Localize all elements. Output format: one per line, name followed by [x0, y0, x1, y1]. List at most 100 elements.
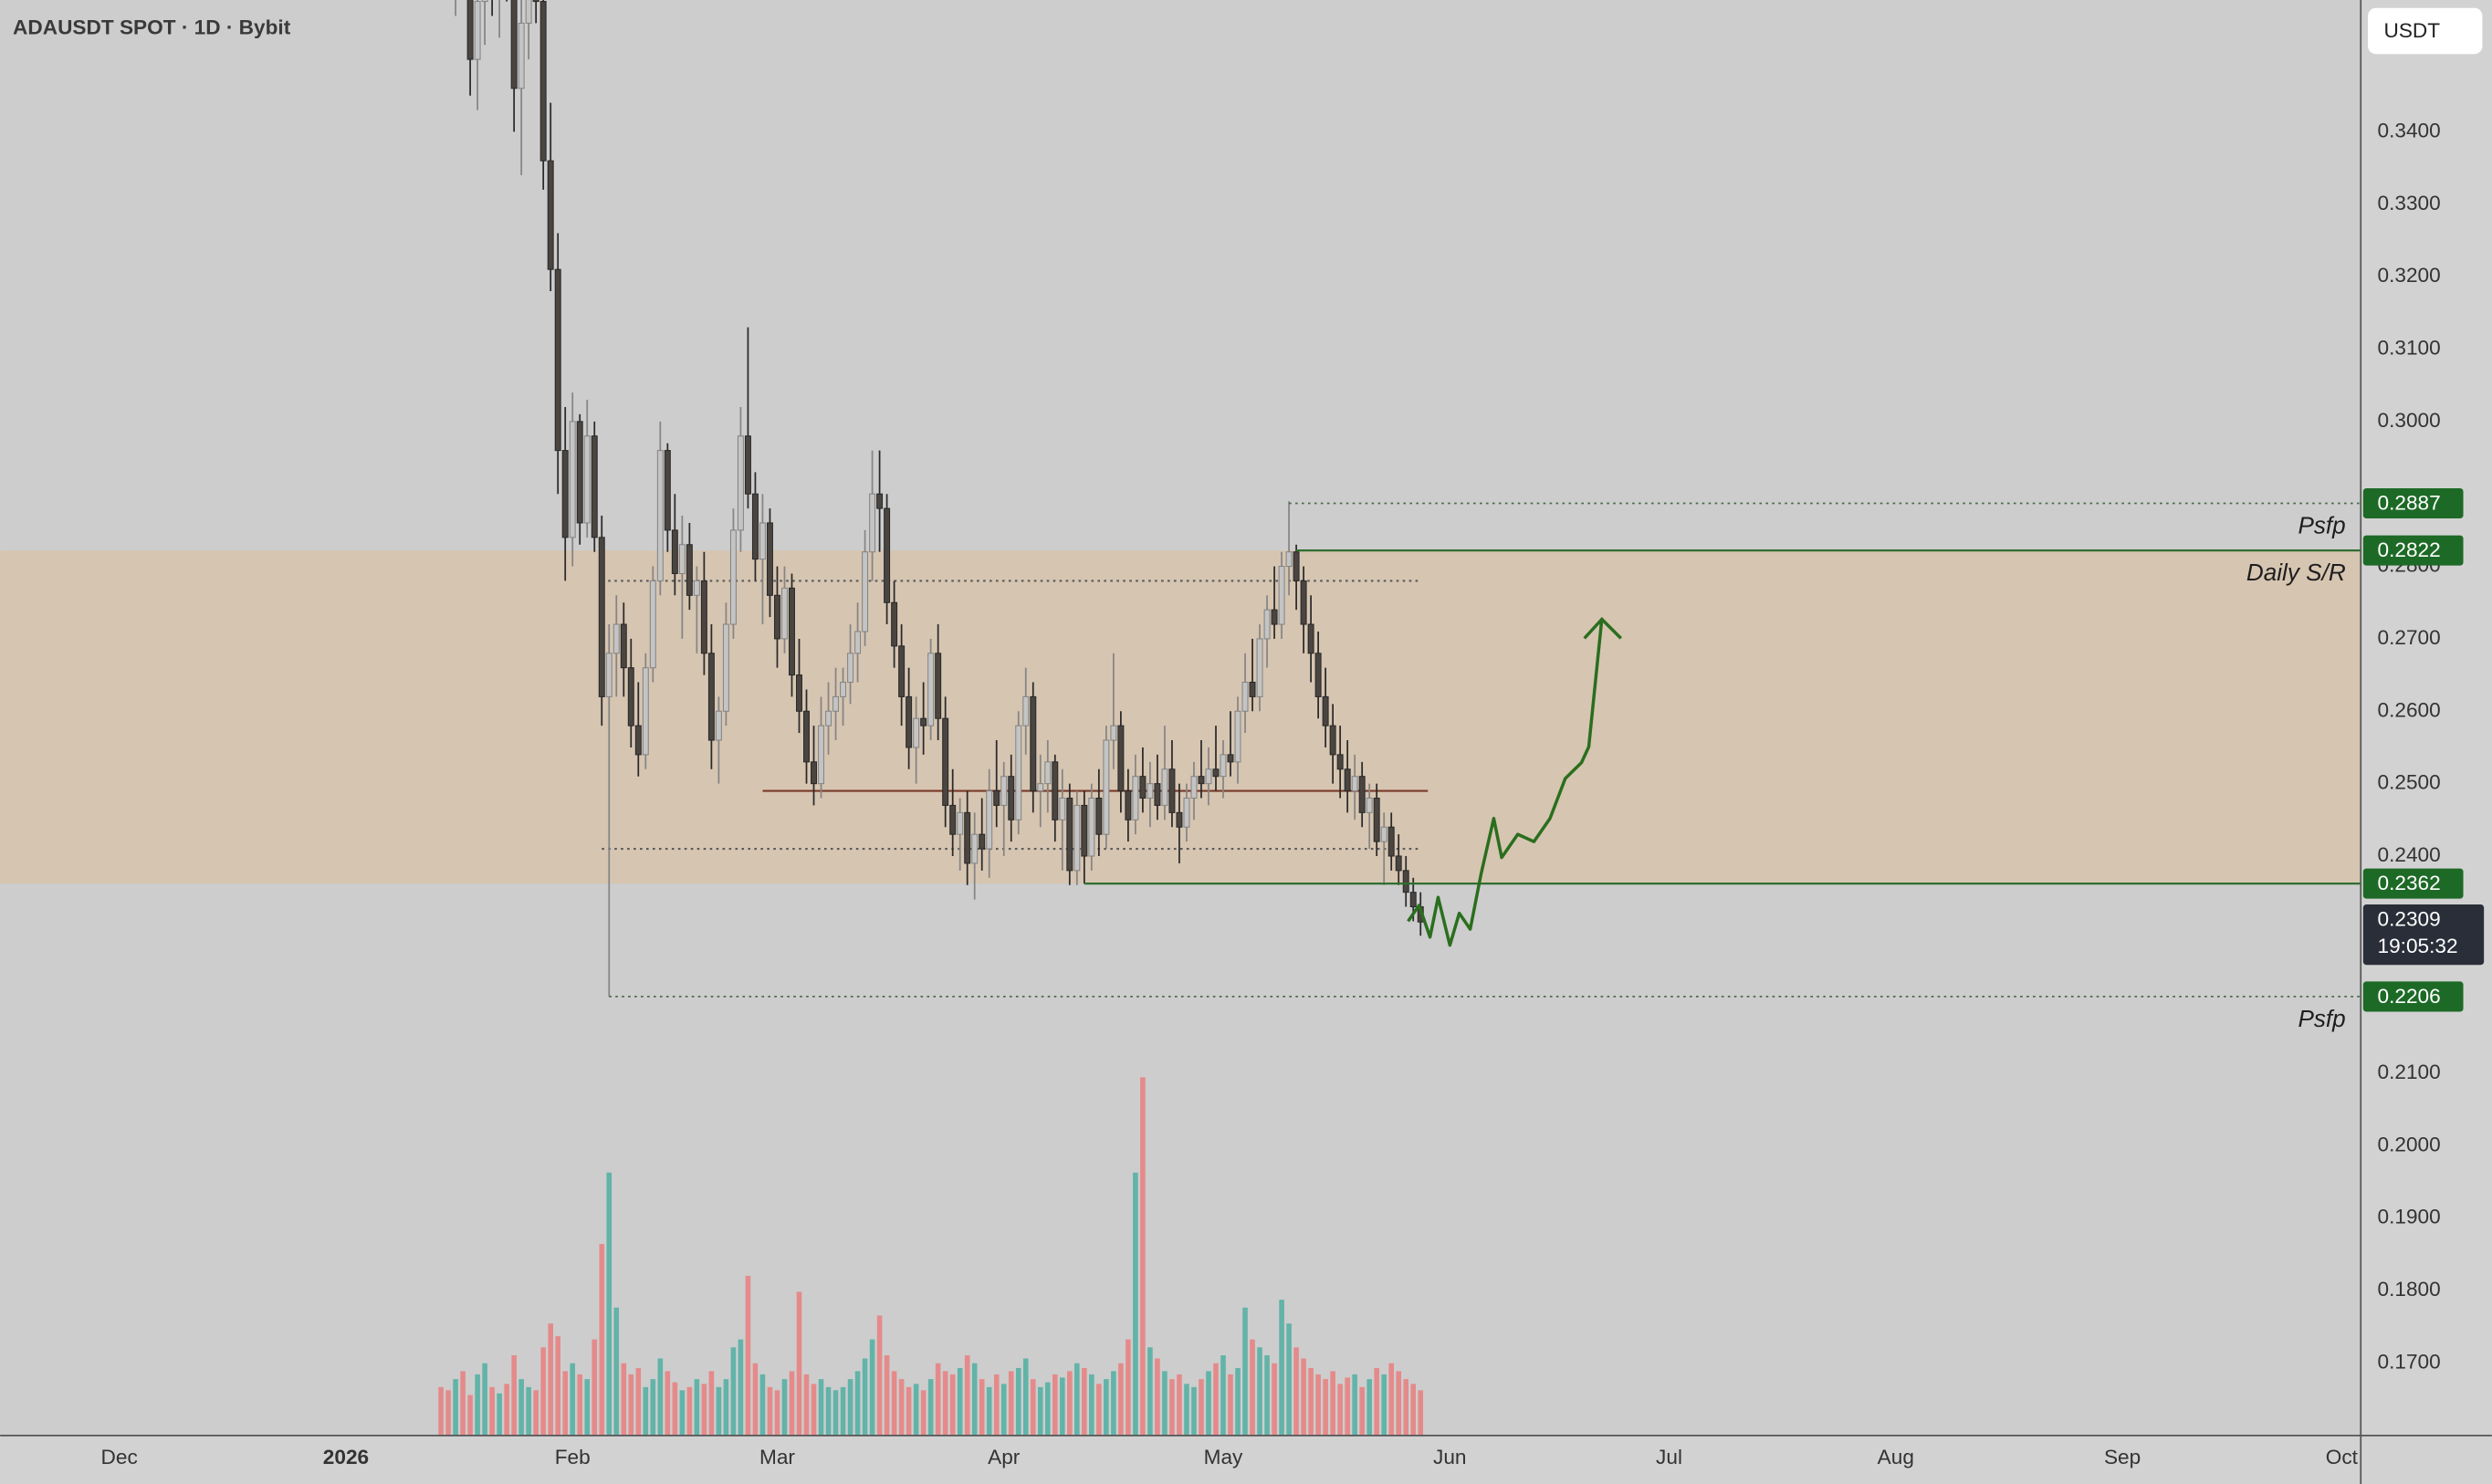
- x-tick-label: Jul: [1656, 1446, 1682, 1468]
- volume-bar: [1067, 1371, 1073, 1436]
- volume-bar: [686, 1386, 693, 1436]
- x-tick-label: Jun: [1433, 1446, 1466, 1468]
- volume-bar: [1257, 1347, 1262, 1436]
- y-tick-label: 0.1700: [2378, 1350, 2441, 1373]
- volume-bar: [1140, 1077, 1146, 1436]
- candle-body: [971, 833, 979, 864]
- candle-body: [466, 0, 474, 60]
- currency-label[interactable]: USDT: [2383, 19, 2440, 42]
- volume-bar: [643, 1386, 649, 1436]
- volume-bar: [497, 1393, 502, 1436]
- volume-bar: [832, 1390, 839, 1436]
- volume-bar: [708, 1371, 715, 1436]
- volume-bar: [971, 1363, 978, 1436]
- candle-body: [986, 790, 993, 850]
- candle-body: [920, 717, 927, 726]
- volume-bar: [1111, 1371, 1116, 1436]
- volume-bar: [628, 1374, 634, 1436]
- candle-body: [949, 804, 957, 835]
- volume-bar: [438, 1386, 444, 1436]
- candle-body: [1300, 580, 1307, 625]
- volume-bar: [840, 1386, 846, 1436]
- candle-body: [576, 421, 583, 524]
- volume-bar: [1000, 1384, 1007, 1436]
- currency-button[interactable]: [2368, 7, 2483, 55]
- volume-bar: [1279, 1300, 1284, 1436]
- volume-bar: [1177, 1374, 1182, 1436]
- candle-body: [1052, 761, 1059, 820]
- volume-bar: [621, 1363, 627, 1436]
- volume-bar: [854, 1371, 861, 1436]
- candle-body: [1329, 725, 1336, 756]
- volume-bar: [1206, 1371, 1211, 1436]
- volume-bar: [1228, 1374, 1233, 1436]
- candle-body: [1344, 768, 1351, 792]
- volume-bar: [774, 1390, 780, 1436]
- volume-bar: [1147, 1347, 1153, 1436]
- plot-layer: Psfp Daily S/R Psfp: [0, 0, 2361, 1436]
- candle-body: [554, 268, 561, 452]
- volume-bar: [1074, 1363, 1080, 1436]
- price-badge-label: 0.2887: [2378, 491, 2441, 514]
- volume-bar: [1037, 1386, 1043, 1436]
- volume-bar: [1242, 1307, 1248, 1436]
- candle-body: [664, 450, 671, 531]
- candle-body: [1293, 551, 1300, 581]
- candle-body: [1322, 695, 1329, 726]
- candle-body: [1358, 776, 1366, 813]
- volume-bar: [1396, 1371, 1402, 1436]
- volume-bar: [679, 1390, 686, 1436]
- candle-body: [979, 833, 986, 850]
- volume-bar: [927, 1379, 934, 1436]
- candle-body: [693, 580, 700, 596]
- countdown-label: 19:05:32: [2378, 935, 2458, 957]
- candle-body: [751, 493, 759, 560]
- volume-bar: [1104, 1379, 1109, 1436]
- volume-bar: [555, 1336, 560, 1436]
- candle-body: [876, 493, 884, 509]
- y-tick-label: 0.3100: [2378, 336, 2441, 359]
- volume-bar: [1184, 1384, 1189, 1436]
- volume-bar: [460, 1371, 466, 1436]
- candle-body: [1110, 725, 1117, 741]
- volume-bar: [592, 1339, 598, 1436]
- candle-body: [1088, 797, 1095, 857]
- y-tick-label: 0.2500: [2378, 771, 2441, 794]
- volume-bar: [1301, 1358, 1306, 1436]
- candle-body: [1044, 761, 1052, 785]
- level-label: Psfp: [2298, 1005, 2345, 1032]
- volume-bar: [518, 1379, 524, 1436]
- volume-bar: [1060, 1377, 1065, 1436]
- volume-bar: [767, 1386, 773, 1436]
- candle-body: [935, 653, 942, 719]
- volume-bar: [957, 1367, 963, 1436]
- volume-bar: [898, 1379, 905, 1436]
- y-tick-label: 0.3300: [2378, 192, 2441, 214]
- candle-body: [1139, 776, 1147, 799]
- candle-body: [1212, 768, 1220, 778]
- level-label: Daily S/R: [2246, 559, 2346, 586]
- candle-body: [605, 653, 613, 697]
- volume-bar: [1286, 1323, 1292, 1436]
- candle-body: [942, 717, 949, 806]
- candle-body: [1205, 768, 1212, 785]
- volume-bar: [993, 1374, 1000, 1436]
- volume-bar: [1199, 1379, 1204, 1436]
- candle-body: [1307, 623, 1314, 654]
- volume-bar: [504, 1384, 509, 1436]
- volume-bar: [548, 1323, 553, 1436]
- volume-bar: [1030, 1379, 1036, 1436]
- volume-bar: [533, 1390, 539, 1436]
- price-badge-label: 0.2206: [2378, 985, 2441, 1008]
- x-tick-label: Sep: [2104, 1446, 2141, 1468]
- volume-bar: [884, 1354, 890, 1436]
- x-tick-label: Oct: [2326, 1446, 2359, 1468]
- volume-bar: [942, 1371, 948, 1436]
- candle-body: [598, 537, 605, 697]
- volume-bar: [906, 1386, 912, 1436]
- volume-bar: [1220, 1354, 1226, 1436]
- volume-bar: [979, 1379, 985, 1436]
- volume-bar: [759, 1374, 766, 1436]
- candle-body: [518, 22, 525, 89]
